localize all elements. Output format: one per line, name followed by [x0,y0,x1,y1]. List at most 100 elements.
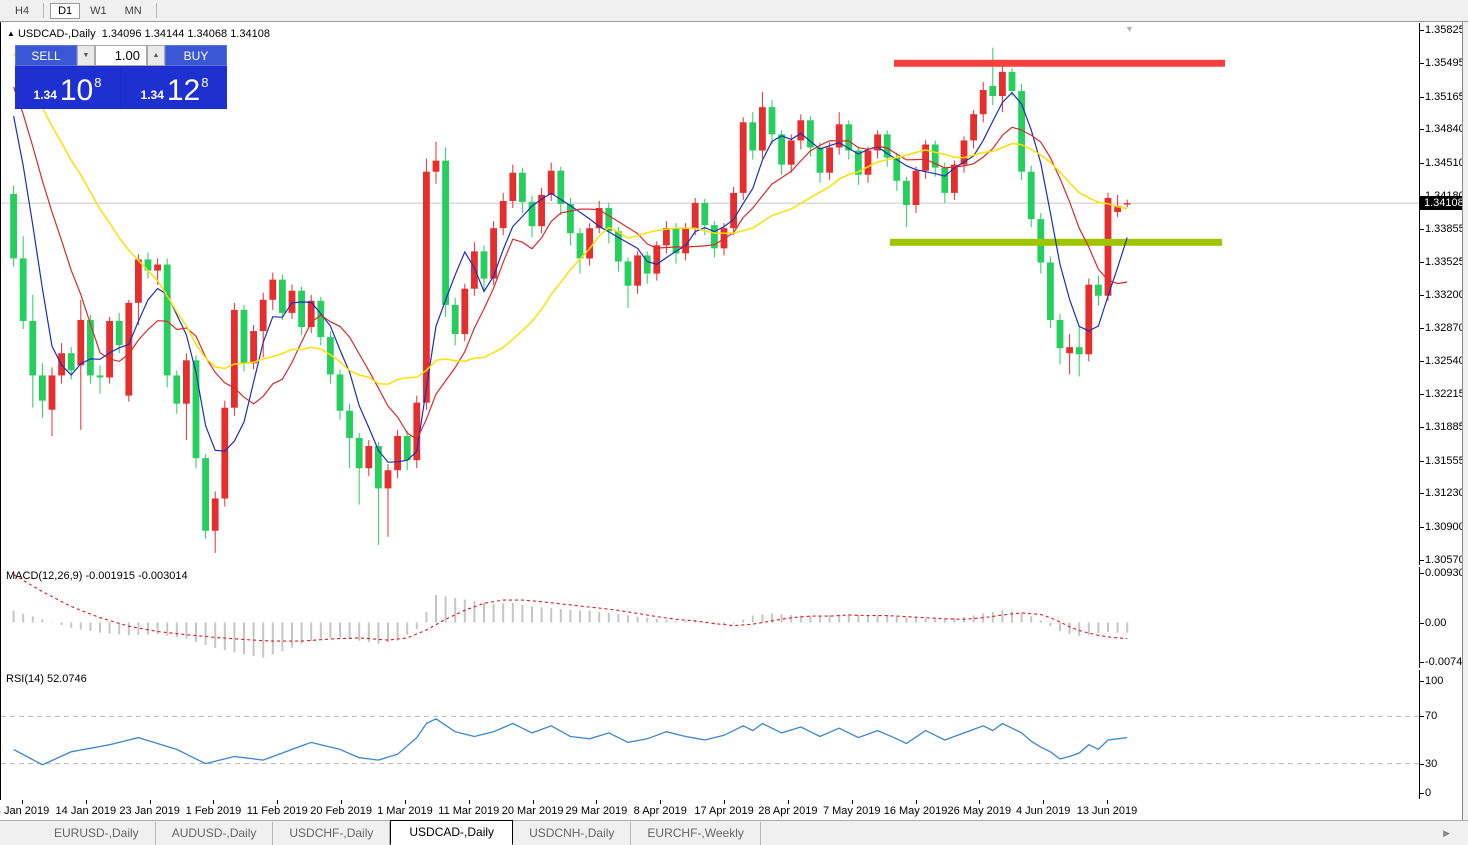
candle-body [816,147,824,173]
chart-tab-audusd-daily[interactable]: AUDUSD-,Daily [156,822,274,845]
candle-body [307,300,315,328]
rsi-label: RSI(14) 52.0746 [6,673,87,685]
candle-body [538,194,545,227]
candle-body [672,228,680,254]
candle-body [874,134,881,151]
axis-tick [1420,560,1424,561]
axis-tick [1420,493,1424,495]
candle-body [154,264,161,271]
price-axis-label: 1.32870 [1425,322,1465,335]
axis-tick [1420,622,1424,624]
candle-body [509,172,517,201]
candle-body [653,245,661,274]
macd-canvas[interactable] [1,567,1420,668]
date-label: 11 Mar 2019 [438,805,500,817]
candle-body [615,231,622,262]
axis-tick [1420,716,1424,718]
candle-body [797,120,805,141]
volume-input[interactable]: 1.00 [95,45,147,66]
timeframe-button-d1[interactable]: D1 [50,2,81,19]
buy-button[interactable]: BUY [165,45,227,66]
price-axis-label: 1.35825 [1425,24,1465,36]
chart-tab-bar: EURUSD-,Daily AUDUSD-,Daily USDCHF-,Daily U… [0,820,1468,845]
date-label: 4 Jun 2019 [1015,805,1071,817]
date-tick [596,800,598,804]
collapse-panel-icon[interactable]: ▲ [7,29,15,38]
axis-tick [1420,63,1424,65]
date-tick [277,800,279,804]
axis-tick [1420,427,1424,429]
candle-body [1114,205,1121,213]
chart-tab-usdcad-daily[interactable]: USDCAD-,Daily [390,820,514,845]
candle-body [192,360,200,459]
buy-price-display[interactable]: 1.34 12 8 [122,67,227,108]
price-axis[interactable]: 1.35825 1.35495 1.35165 1.34840 1.34510 1.341… [1420,23,1465,566]
date-tick [22,800,23,804]
date-label: 23 Jan 2019 [119,805,180,817]
sell-price-display[interactable]: 1.34 10 8 [15,67,120,108]
rsi-panel: RSI(14) 52.0746 100 70 30 0 [0,670,1463,800]
axis-tick [1420,793,1424,794]
candle-body [221,407,229,499]
date-label: 16 May 2019 [883,805,948,817]
axis-tick [1420,394,1424,396]
candle-body [960,140,968,165]
candle-body [423,171,430,403]
candle-body [711,225,718,249]
volume-decrease-button[interactable]: ▼ [77,45,95,66]
candle-body [605,208,613,232]
candle-body [970,114,977,141]
candle-body [432,160,440,172]
candle-body [557,170,565,204]
volume-increase-button[interactable]: ▲ [147,45,165,66]
macd-label: MACD(12,26,9) -0.001915 -0.003014 [6,570,188,582]
date-axis[interactable]: 4 Jan 2019 14 Jan 2019 23 Jan 2019 1 Feb 20… [0,800,1462,820]
candle-body [826,147,833,173]
date-tick [1107,800,1108,804]
date-tick [404,800,406,804]
rsi-axis: 100 70 30 0 [1420,670,1463,799]
date-label: 8 Apr 2019 [633,805,687,817]
candle-body [317,300,325,338]
price-axis-label: 1.33200 [1425,288,1465,301]
price-axis-label: 1.33855 [1425,222,1465,235]
candle-body [1018,91,1025,172]
sell-button[interactable]: SELL [15,45,77,66]
candle-body [461,288,469,335]
date-tick [724,800,726,804]
candlestick-canvas[interactable] [1,23,1420,565]
tab-scroll-right-icon[interactable]: ▶ [1443,828,1450,838]
rsi-axis-label: 0 [1425,787,1432,799]
candle-body [586,228,593,259]
timeframe-button-w1[interactable]: W1 [90,4,107,17]
candle-body [691,202,699,229]
ma-fast-line [13,91,1128,463]
chart-tab-eurchf-weekly[interactable]: EURCHF-,Weekly [631,822,761,845]
chart-tab-usdchf-daily[interactable]: USDCHF-,Daily [273,822,391,845]
candle-body [499,200,507,229]
candle-body [19,258,27,321]
candle-body [979,90,987,115]
price-axis-label: 1.34510 [1425,156,1465,169]
candle-body [1008,71,1016,92]
candle-body [547,170,555,195]
chart-tab-usdcnh-daily[interactable]: USDCNH-,Daily [513,822,632,845]
candle-body [1123,203,1131,205]
resistance-band[interactable] [894,59,1225,67]
candle-body [595,208,603,229]
macd-panel: MACD(12,26,9) -0.001915 -0.003014 0.0093… [0,567,1468,670]
chart-tab-eurusd-daily[interactable]: EURUSD-,Daily [38,822,156,845]
price-axis-label: 1.32540 [1425,355,1465,368]
candle-body [749,122,757,151]
rsi-canvas[interactable] [1,670,1420,799]
candle-body [115,320,123,346]
candle-body [989,85,997,97]
candle-body [48,375,56,410]
candle-body [1085,284,1093,355]
candle-body [135,259,142,303]
candle-body [288,290,296,313]
timeframe-button-h4[interactable]: H4 [15,4,30,17]
candle-body [519,172,526,202]
scroll-to-end-marker-icon[interactable]: ▼ [1125,24,1134,34]
timeframe-button-mn[interactable]: MN [124,4,142,17]
